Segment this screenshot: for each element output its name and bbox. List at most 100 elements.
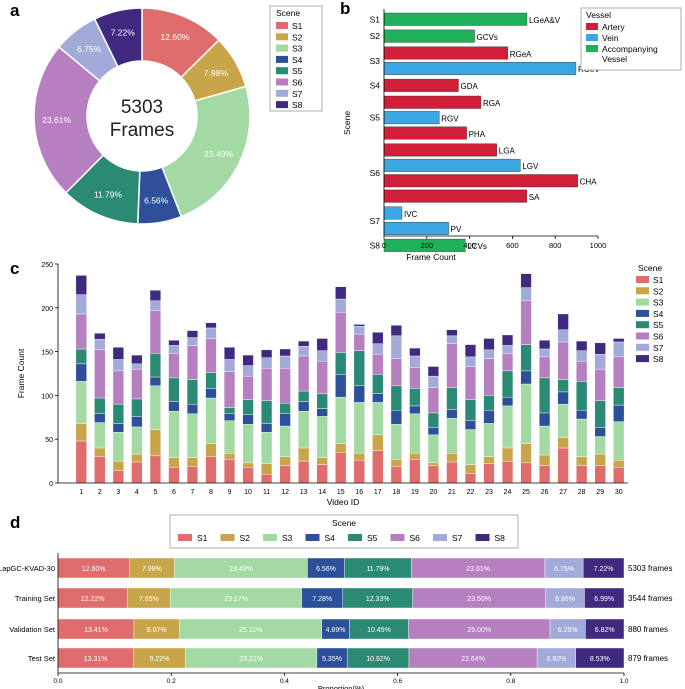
proportion-legend-label-S7: S7 bbox=[452, 533, 463, 543]
proportion-legend-swatch-S3 bbox=[263, 534, 277, 541]
stacked-bar-segment-S2 bbox=[94, 447, 106, 457]
stacked-bar-segment-S5 bbox=[223, 407, 236, 414]
scene-legend-label-S5: S5 bbox=[653, 320, 664, 330]
stacked-bar-segment-S6 bbox=[613, 356, 625, 388]
video-id-tick: 11 bbox=[263, 489, 270, 496]
stacked-bar-segment-S3 bbox=[279, 425, 291, 457]
scene-legend-label-S1: S1 bbox=[653, 275, 664, 285]
stacked-bar-segment-S5 bbox=[168, 377, 180, 402]
stacked-bar-segment-S4 bbox=[483, 410, 495, 424]
vessel-bar-IVC bbox=[383, 206, 403, 220]
stacked-bar-segment-S1 bbox=[335, 452, 347, 484]
stacked-bar-segment-S7 bbox=[112, 359, 124, 372]
x-tick-label: 1000 bbox=[590, 241, 607, 250]
stacked-bar-segment-S8 bbox=[501, 334, 514, 346]
proportion-segment-label: 4.89% bbox=[326, 627, 346, 634]
slice-label-S5: 11.79% bbox=[94, 189, 123, 199]
vessel-bar-RGA bbox=[383, 95, 482, 109]
stacked-bar-segment-S6 bbox=[223, 371, 236, 408]
video-id-tick: 19 bbox=[411, 489, 419, 496]
scene-tick-S4: S4 bbox=[370, 80, 381, 90]
scene-legend-swatch-S5 bbox=[636, 321, 649, 329]
stacked-bar-segment-S6 bbox=[409, 367, 421, 389]
donut-slice-S3 bbox=[161, 85, 251, 218]
stacked-bar-segment-S4 bbox=[390, 410, 402, 425]
stacked-bar-segment-S6 bbox=[576, 361, 588, 382]
scene-legend-swatch-S7 bbox=[636, 343, 649, 351]
proportion-segment-label: 6.82% bbox=[595, 627, 615, 634]
stacked-bar-segment-S8 bbox=[223, 347, 236, 360]
y-tick-label: 200 bbox=[41, 306, 53, 313]
stacked-bar-segment-S2 bbox=[335, 443, 347, 453]
stacked-bar-segment-S5 bbox=[205, 372, 217, 389]
donut-center-label: Frames bbox=[110, 120, 174, 141]
x-tick-label: 600 bbox=[506, 241, 519, 250]
vessel-legend-label-accompanying: Accompanying Vessel bbox=[602, 44, 658, 64]
slice-label-S8: 7.22% bbox=[111, 28, 136, 38]
stacked-bar-segment-S5 bbox=[613, 387, 625, 406]
slice-label-S2: 7.98% bbox=[204, 68, 229, 78]
proportion-segment-label: 10.45% bbox=[367, 627, 391, 634]
stacked-bar-segment-S8 bbox=[261, 349, 273, 358]
stacked-bar-segment-S2 bbox=[149, 429, 161, 457]
stacked-bar-segment-S8 bbox=[613, 338, 625, 343]
vessel-bar-LGA bbox=[383, 143, 497, 157]
stacked-bar-segment-S4 bbox=[94, 413, 106, 423]
stacked-bar-segment-S3 bbox=[557, 403, 569, 438]
stacked-bar-segment-S2 bbox=[261, 463, 273, 475]
panel-letter-d: d bbox=[10, 513, 20, 532]
stacked-bar-segment-S3 bbox=[316, 416, 328, 458]
stacked-bar-segment-S6 bbox=[557, 341, 569, 380]
vessel-label-SA: SA bbox=[529, 193, 540, 202]
video-id-tick: 26 bbox=[541, 489, 549, 496]
proportion-segment-S8 bbox=[585, 618, 625, 640]
stacked-bar-segment-S2 bbox=[353, 453, 365, 461]
stacked-bar-segment-S4 bbox=[75, 363, 87, 382]
stacked-bar-segment-S8 bbox=[279, 348, 291, 357]
stacked-bar-segment-S8 bbox=[520, 273, 532, 288]
video-id-tick: 27 bbox=[559, 489, 567, 496]
x-axis-title: Video ID bbox=[327, 497, 359, 507]
vessel-legend-swatch-accompanying bbox=[586, 45, 598, 52]
donut-chart-panel: 12.60% 7.98% 23.49% 6.56% 11.79% 23.61% 6.75% 7… bbox=[33, 5, 323, 225]
vessel-bar-SA bbox=[383, 189, 527, 203]
proportion-segment-label: 23.49% bbox=[229, 566, 253, 573]
stacked-bar-segment-S5 bbox=[335, 352, 347, 375]
stacked-bar-segment-S2 bbox=[390, 459, 402, 467]
stacked-bar-segment-S3 bbox=[261, 431, 273, 464]
vessel-bar-GDA bbox=[383, 78, 459, 92]
stacked-bar-segment-S8 bbox=[298, 340, 310, 347]
stacked-bar-segment-S3 bbox=[483, 423, 495, 457]
vessel-bar-PV bbox=[383, 221, 449, 235]
proportion-legend-swatch-S5 bbox=[348, 534, 362, 541]
stacked-bar-segment-S1 bbox=[149, 455, 161, 484]
stacked-bar-segment-S4 bbox=[205, 388, 217, 399]
video-id-tick: 23 bbox=[485, 489, 493, 496]
stacked-bar-segment-S3 bbox=[112, 431, 124, 462]
video-id-tick: 15 bbox=[337, 489, 345, 496]
vessel-bar-RGeA bbox=[383, 46, 508, 60]
stacked-bar-segment-S3 bbox=[409, 413, 421, 454]
stacked-bar-segment-S4 bbox=[539, 412, 551, 427]
stacked-bar-segment-S5 bbox=[483, 395, 495, 411]
scene-legend-label-S7: S7 bbox=[653, 343, 664, 353]
vessel-legend-label-vein: Vein bbox=[602, 33, 619, 43]
stacked-bar-segment-S8 bbox=[205, 322, 217, 329]
proportion-legend-frame bbox=[169, 514, 519, 549]
x-tick-label: 200 bbox=[421, 241, 434, 250]
vessel-label-LGA: LGA bbox=[499, 147, 516, 156]
stacked-bar-segment-S7 bbox=[335, 298, 347, 313]
stacked-bar-segment-S1 bbox=[353, 460, 365, 484]
proportion-segment-label: 6.25% bbox=[558, 627, 578, 634]
video-id-tick: 6 bbox=[172, 489, 176, 496]
scene-tick-S3: S3 bbox=[370, 56, 381, 66]
slice-label-S6: 23.61% bbox=[42, 115, 71, 125]
vessel-label-RGeA: RGeA bbox=[510, 50, 532, 59]
donut-slice-S8 bbox=[93, 7, 143, 68]
stacked-bar-segment-S7 bbox=[520, 287, 532, 301]
stacked-bar-segment-S3 bbox=[242, 424, 254, 464]
vessel-bar-chart-panel: LGeA&VS1GCVsS2RGeARGeVS3GDAS4RGARGVPHAS5… bbox=[342, 7, 682, 262]
stacked-bar-segment-S1 bbox=[112, 470, 124, 484]
proportion-segment-label: 11.79% bbox=[366, 566, 389, 573]
donut-legend-swatch-S2 bbox=[276, 33, 288, 41]
